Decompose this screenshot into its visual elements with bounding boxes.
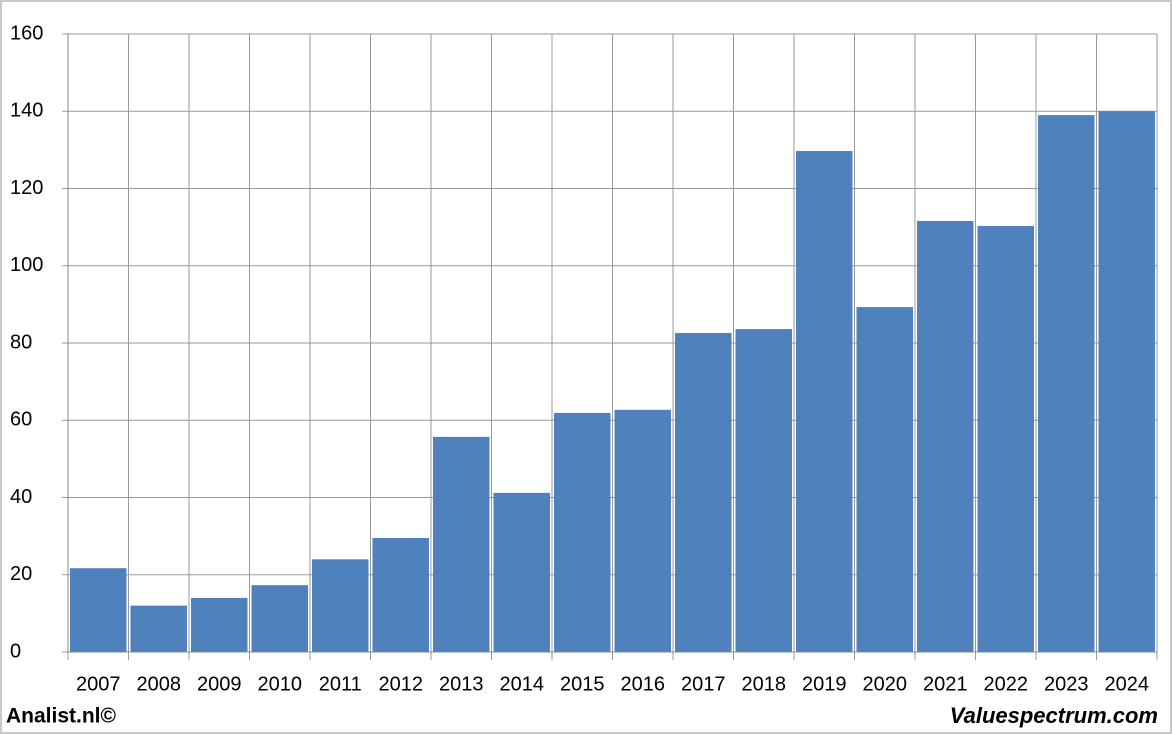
bar	[493, 492, 550, 652]
x-tick-label: 2019	[802, 673, 847, 695]
y-tick-label: 160	[10, 22, 43, 44]
x-tick-label: 2024	[1105, 673, 1150, 695]
y-tick-label: 60	[10, 409, 32, 431]
x-tick-label: 2013	[439, 673, 484, 695]
y-tick-label: 20	[10, 563, 32, 585]
y-tick-label: 120	[10, 177, 43, 199]
x-tick-label: 2014	[500, 673, 545, 695]
y-tick-label: 140	[10, 100, 43, 122]
bar	[917, 220, 974, 652]
x-tick-label: 2010	[258, 673, 303, 695]
bar	[1098, 111, 1155, 652]
x-tick-label: 2007	[76, 673, 121, 695]
x-tick-label: 2017	[681, 673, 726, 695]
bar	[735, 329, 792, 652]
bar	[70, 568, 127, 652]
x-tick-label: 2011	[319, 673, 362, 695]
y-tick-label: 0	[10, 640, 21, 662]
bar	[856, 307, 913, 652]
x-tick-label: 2023	[1044, 673, 1089, 695]
x-tick-label: 2021	[923, 673, 968, 695]
x-tick-label: 2015	[560, 673, 605, 695]
bar	[675, 332, 732, 652]
x-tick-label: 2020	[863, 673, 908, 695]
x-tick-label: 2022	[984, 673, 1029, 695]
y-tick-label: 80	[10, 331, 32, 353]
bar	[614, 409, 671, 652]
bar	[130, 605, 187, 652]
bar	[372, 538, 429, 652]
credit-left: Analist.nl©	[6, 705, 117, 728]
x-tick-label: 2018	[742, 673, 787, 695]
x-tick-label: 2008	[137, 673, 182, 695]
credit-right: Valuespectrum.com	[950, 703, 1158, 728]
bar	[433, 436, 490, 652]
x-tick-label: 2016	[621, 673, 666, 695]
x-tick-label: 2012	[379, 673, 424, 695]
y-tick-label: 40	[10, 486, 32, 508]
y-tick-label: 100	[10, 254, 43, 276]
bar	[1038, 115, 1095, 653]
x-tick-label: 2009	[197, 673, 242, 695]
bar	[312, 559, 369, 652]
bar	[554, 412, 611, 652]
bar	[977, 225, 1034, 652]
bar	[796, 151, 853, 652]
bar	[191, 597, 248, 652]
bar	[251, 585, 308, 652]
